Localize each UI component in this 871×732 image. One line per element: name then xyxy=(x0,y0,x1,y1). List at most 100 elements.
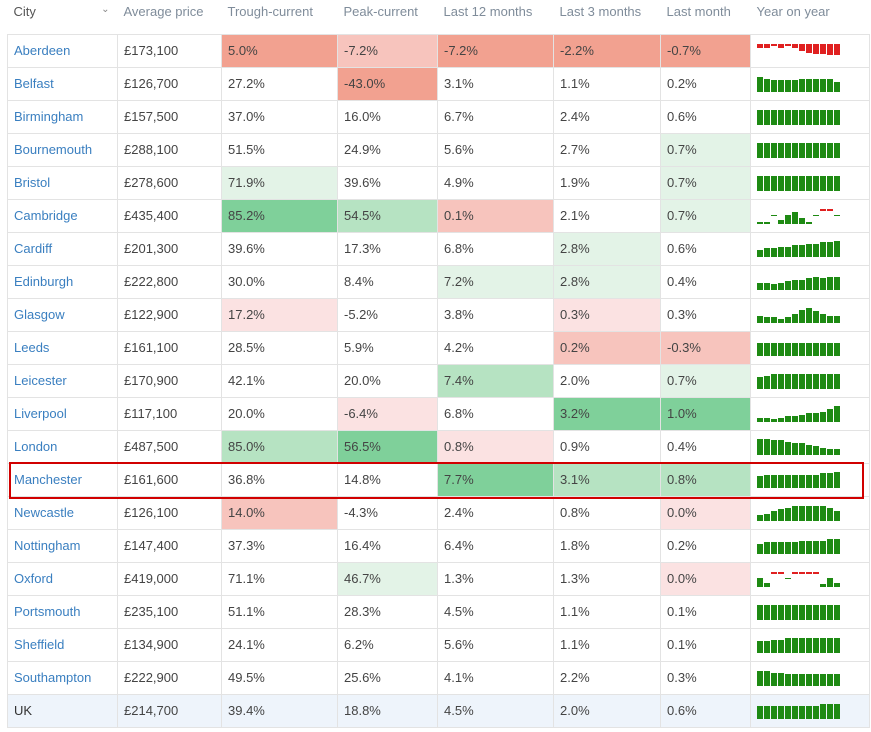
sparkline-bar xyxy=(806,673,812,686)
peak-current-cell: -4.3% xyxy=(337,495,438,530)
sparkline-bar xyxy=(757,76,763,92)
sparkline-bar xyxy=(785,578,791,579)
sparkline-bar xyxy=(771,510,777,521)
sparkline-bar xyxy=(778,246,784,257)
column-header-year-on-year[interactable]: Year on year xyxy=(756,4,830,19)
city-cell[interactable]: Bournemouth xyxy=(7,132,118,167)
city-cell[interactable]: Oxford xyxy=(7,561,118,596)
city-cell[interactable]: Nottingham xyxy=(7,528,118,563)
sparkline-bar xyxy=(764,417,770,422)
sparkline-bar xyxy=(834,215,840,216)
sparkline-bar xyxy=(827,538,833,554)
peak-current-cell: -6.4% xyxy=(337,396,438,431)
year-on-year-sparkline xyxy=(757,568,869,590)
chevron-down-icon[interactable]: ⌄ xyxy=(101,4,110,15)
year-on-year-sparkline-cell xyxy=(750,561,870,596)
city-cell[interactable]: Belfast xyxy=(7,66,118,101)
column-header-peak-current[interactable]: Peak-current xyxy=(343,4,418,19)
city-cell[interactable]: Southampton xyxy=(7,660,118,695)
sparkline-bar xyxy=(771,639,777,653)
city-cell[interactable]: Birmingham xyxy=(7,99,118,134)
city-cell[interactable]: Aberdeen xyxy=(7,33,118,68)
column-header-last-12-months[interactable]: Last 12 months xyxy=(443,4,533,19)
city-cell[interactable]: Leicester xyxy=(7,363,118,398)
sparkline-bar xyxy=(799,474,805,488)
sparkline-bar xyxy=(785,79,791,92)
city-cell[interactable]: London xyxy=(7,429,118,464)
trough-current-cell: 51.5% xyxy=(221,132,338,167)
last-month-cell: -0.3% xyxy=(660,330,751,365)
sparkline-bar xyxy=(785,246,791,257)
last-month-cell: 0.7% xyxy=(660,363,751,398)
sparkline-bar xyxy=(757,543,763,554)
city-cell[interactable]: Bristol xyxy=(7,165,118,200)
sparkline-bar xyxy=(820,604,826,620)
last-12-months-cell: 1.3% xyxy=(437,561,554,596)
sparkline-bar xyxy=(813,78,819,92)
average-price-cell: £157,500 xyxy=(117,99,222,134)
peak-current-cell: 24.9% xyxy=(337,132,438,167)
city-cell[interactable]: Cambridge xyxy=(7,198,118,233)
column-header-city[interactable]: City ⌄ xyxy=(8,0,118,34)
city-cell[interactable]: Portsmouth xyxy=(7,594,118,629)
sparkline-bar xyxy=(827,276,833,290)
sparkline-bar xyxy=(827,604,833,620)
sparkline-bar xyxy=(778,639,784,653)
trough-current-cell: 39.6% xyxy=(221,231,338,266)
last-month-cell: -0.7% xyxy=(660,33,751,68)
sparkline-bar xyxy=(813,43,819,54)
sparkline-bar xyxy=(806,342,812,356)
last-month-cell: 0.3% xyxy=(660,297,751,332)
sparkline-bar xyxy=(792,673,798,686)
sparkline-bar xyxy=(799,279,805,290)
sparkline-bar xyxy=(834,175,840,191)
peak-current-cell: 46.7% xyxy=(337,561,438,596)
sparkline-bar xyxy=(806,444,812,455)
sparkline-bar xyxy=(764,604,770,620)
sparkline-bar xyxy=(834,142,840,158)
sparkline-bar xyxy=(827,342,833,356)
last-month-cell: 0.7% xyxy=(660,165,751,200)
table-row: Belfast £126,700 27.2% -43.0% 3.1% 1.1% 0.2% xyxy=(7,66,870,101)
sparkline-bar xyxy=(813,373,819,389)
average-price-cell: £235,100 xyxy=(117,594,222,629)
sparkline-bar xyxy=(764,438,770,455)
sparkline-bar xyxy=(834,81,840,92)
column-header-trough-current[interactable]: Trough-current xyxy=(227,4,314,19)
city-cell[interactable]: Glasgow xyxy=(7,297,118,332)
sparkline-bar xyxy=(771,604,777,620)
year-on-year-sparkline xyxy=(757,535,869,557)
sparkline-bar xyxy=(792,211,798,224)
sparkline-bar xyxy=(834,703,840,719)
city-cell[interactable]: Newcastle xyxy=(7,495,118,530)
city-cell[interactable]: Manchester xyxy=(7,462,118,497)
peak-current-cell: -7.2% xyxy=(337,33,438,68)
sparkline-bar xyxy=(834,471,840,488)
city-cell[interactable]: Edinburgh xyxy=(7,264,118,299)
sparkline-bar xyxy=(764,375,770,389)
last-3-months-cell: 0.9% xyxy=(553,429,661,464)
column-header-last-month[interactable]: Last month xyxy=(666,4,731,19)
city-cell[interactable]: Sheffield xyxy=(7,627,118,662)
sparkline-bar xyxy=(827,637,833,653)
column-header-last-3-months[interactable]: Last 3 months xyxy=(559,4,642,19)
city-cell[interactable]: Cardiff xyxy=(7,231,118,266)
sparkline-bar xyxy=(834,637,840,653)
peak-current-cell: 39.6% xyxy=(337,165,438,200)
sparkline-bar xyxy=(806,142,812,158)
last-month-cell: 0.2% xyxy=(660,528,751,563)
sparkline-bar xyxy=(813,637,819,653)
column-header-average-price[interactable]: Average price xyxy=(123,4,204,19)
sparkline-bar xyxy=(757,577,763,587)
sparkline-bar xyxy=(764,282,770,290)
city-cell[interactable]: Leeds xyxy=(7,330,118,365)
sparkline-bar xyxy=(778,571,784,574)
year-on-year-sparkline-cell xyxy=(750,33,870,68)
year-on-year-sparkline-cell xyxy=(750,693,870,728)
last-12-months-cell: 4.9% xyxy=(437,165,554,200)
sparkline-bar xyxy=(834,582,840,587)
price-table-container: City ⌄ Average price Trough-current Peak-… xyxy=(7,0,870,728)
city-cell[interactable]: Liverpool xyxy=(7,396,118,431)
last-3-months-cell: 1.9% xyxy=(553,165,661,200)
sparkline-bar xyxy=(792,637,798,653)
